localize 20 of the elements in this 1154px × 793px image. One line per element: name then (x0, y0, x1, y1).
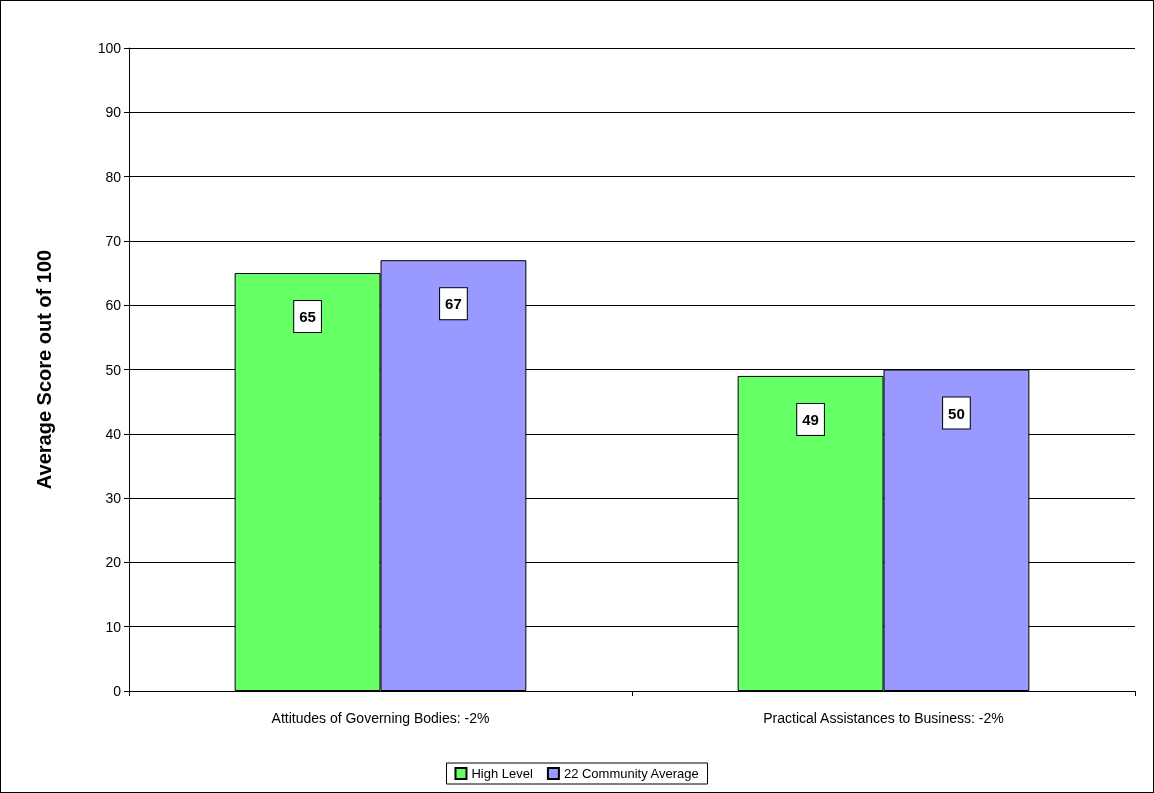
y-tick-label: 0 (113, 683, 122, 699)
y-axis-title: Average Score out of 100 (33, 249, 55, 490)
y-tick-label: 70 (105, 232, 122, 249)
y-tick-label: 80 (105, 168, 122, 185)
data-label: 65 (299, 308, 316, 326)
y-tick-label: 90 (105, 104, 122, 121)
legend-label: 22 Community Average (563, 766, 699, 781)
x-tick-label: Attitudes of Governing Bodies: -2% (271, 710, 490, 726)
data-label: 67 (445, 295, 462, 313)
y-tick-label: 20 (105, 554, 122, 571)
legend-label: High Level (471, 766, 534, 781)
data-label: 50 (948, 404, 965, 422)
y-tick-label: 30 (105, 490, 122, 507)
data-label: 49 (802, 410, 819, 428)
y-tick-label: 50 (105, 361, 122, 378)
x-tick-label: Practical Assistances to Business: -2% (763, 710, 1004, 726)
y-tick-label: 100 (97, 40, 122, 56)
y-tick-label: 60 (105, 297, 122, 314)
y-tick-label: 10 (105, 618, 122, 635)
y-tick-label: 40 (105, 425, 122, 442)
